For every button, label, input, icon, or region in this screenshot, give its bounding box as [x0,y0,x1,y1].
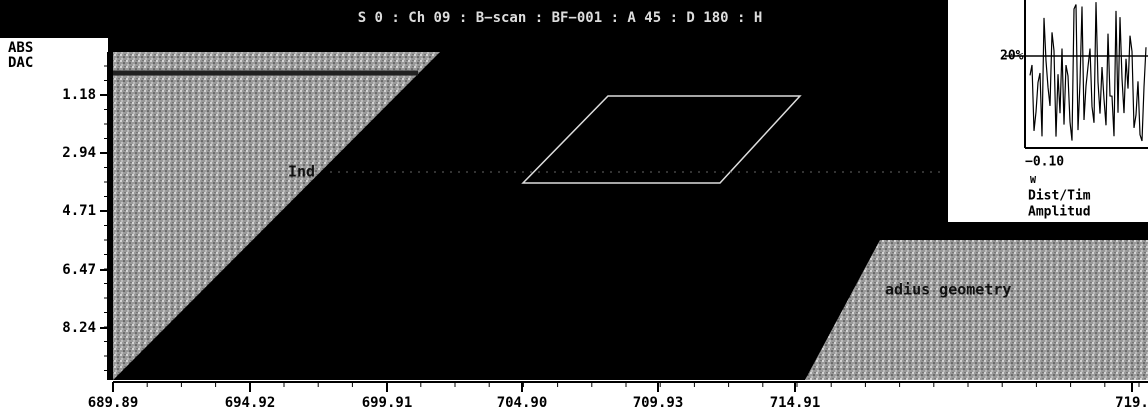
x-tick-label: 714.91 [770,395,821,411]
inset-label: Amplitud [1028,205,1091,220]
y-tick-label: 1.18 [62,87,96,103]
inset-marker: W [1030,175,1037,186]
inset-tick: −0.10 [1025,155,1064,170]
x-tick-label: 699.91 [362,395,413,411]
x-tick-label: 719. [1115,395,1148,411]
x-axis-panel [0,380,1148,419]
panel-label: DAC [8,55,33,71]
inset-label: Dist/Tim [1028,189,1091,204]
screen: S 0 : Ch 09 : B−scan : BF−001 : A 45 : D… [0,0,1148,419]
x-tick-label: 709.93 [633,395,684,411]
annotation: Ind [288,163,315,181]
x-tick-label: 694.92 [225,395,276,411]
gate-level: 20% [1000,49,1024,64]
y-tick-label: 8.24 [62,320,96,336]
y-tick-label: 2.94 [62,145,96,161]
x-tick-label: 689.89 [88,395,139,411]
panel-label: ABS [8,40,33,56]
y-tick-label: 6.47 [62,262,96,278]
y-tick-label: 4.71 [62,203,96,219]
annotation: adius geometry [885,281,1011,299]
scan-title: S 0 : Ch 09 : B−scan : BF−001 : A 45 : D… [358,10,763,26]
x-tick-label: 704.90 [497,395,548,411]
